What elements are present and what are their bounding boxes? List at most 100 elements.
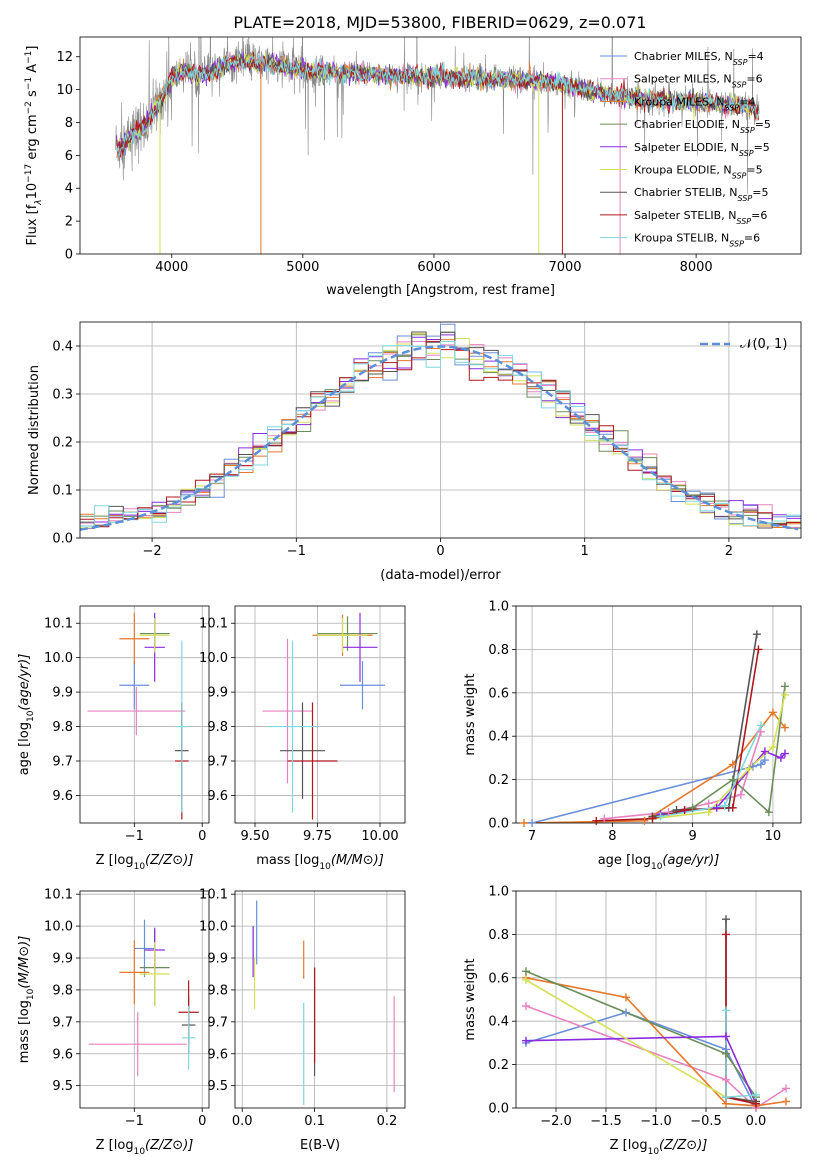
weight-marker — [720, 801, 729, 810]
spectrum-xlabel: wavelength [Angstrom, rest frame] — [326, 283, 555, 298]
legend-text: Salpeter ELODIE, N — [634, 141, 739, 154]
legend-entry: Kroupa ELODIE, NSSP=5 — [634, 164, 763, 181]
axis-label: mass [log10(M/M⊙)] — [17, 936, 36, 1064]
legend-value: =5 — [755, 118, 771, 131]
weight-marker — [782, 1097, 790, 1106]
y-tick-label: 0.4 — [488, 730, 509, 745]
weight-marker — [728, 803, 737, 812]
y-tick-label: 8 — [65, 116, 73, 131]
legend-entry: Kroupa MILES, NSSP=4 — [634, 95, 755, 112]
y-tick-label: 10.1 — [44, 888, 73, 903]
weight-marker — [680, 805, 689, 814]
residuals-xlabel: (data-model)/error — [380, 568, 501, 583]
weight-marker — [664, 808, 673, 817]
plot-area-weight_vs_Z — [516, 891, 801, 1108]
plot-area-age_vs_Z — [80, 606, 209, 823]
weight-marker — [752, 1090, 760, 1099]
weight-marker — [640, 816, 649, 825]
x-tick-label: 7 — [528, 829, 536, 844]
y-tick-label: 9.5 — [207, 1079, 228, 1094]
legend-entry: Salpeter ELODIE, NSSP=5 — [634, 141, 770, 158]
weight-marker — [768, 708, 777, 717]
y-tick-label: 4 — [65, 182, 73, 197]
plot-area-mass_vs_ebv — [235, 891, 405, 1108]
axis-label: mass [log10(M/M⊙)] — [256, 853, 384, 872]
legend-sub: SSP — [732, 80, 747, 89]
legend-sub: SSP — [736, 216, 751, 225]
spectrum-ylabel: Flux [fλ10−17 erg cm−2 s−1 A−1] — [24, 46, 44, 246]
legend-entry: Chabrier ELODIE, NSSP=5 — [634, 118, 771, 135]
ylabel-part: 10 — [25, 183, 40, 200]
axis-label: age [log10(age/yr)] — [598, 853, 720, 872]
figure-title: PLATE=2018, MJD=53800, FIBERID=0629, z=0… — [233, 13, 646, 32]
axis-label: Z [log10(Z/Z⊙)] — [610, 1138, 708, 1157]
y-tick-label: 0.0 — [488, 817, 509, 832]
x-tick-label: 2 — [725, 544, 733, 559]
plot-area-spectrum — [115, 37, 760, 254]
axes-weight_vs_Z: −2.0 −1.5 −1.0 −0.5 0.0 0.0 0.2 0.4 0.6 0.8 1.0 mas… — [463, 885, 802, 1157]
weight-marker — [722, 1032, 730, 1041]
y-tick-label: 9.7 — [207, 1015, 228, 1030]
weight-marker — [704, 799, 713, 808]
axes-frame — [234, 890, 406, 1109]
axis-label-part: age [ — [598, 853, 631, 868]
weight-marker — [600, 814, 609, 823]
legend-text: Kroupa ELODIE, N — [634, 164, 732, 177]
y-tick-label: 9.8 — [52, 983, 73, 998]
axis-label-part: mass [ — [17, 1020, 32, 1063]
weight-marker — [528, 819, 537, 827]
y-tick-label: 10.0 — [199, 651, 228, 666]
x-tick-label: 0.1 — [304, 1114, 325, 1129]
y-tick-label: 10 — [56, 83, 73, 98]
weight-series-0 — [531, 759, 766, 823]
weight-marker — [688, 803, 697, 812]
y-tick-label: 0.6 — [488, 971, 509, 986]
y-tick-label: 10.1 — [199, 888, 228, 903]
x-tick-label: 0 — [198, 1114, 206, 1129]
axis-label-part: 10 — [134, 1147, 146, 1157]
model-fit-8 — [116, 53, 759, 157]
axis-label-part: log — [17, 722, 32, 742]
x-tick-label: 1 — [581, 544, 589, 559]
y-tick-label: 10.0 — [44, 651, 73, 666]
weight-marker — [780, 690, 789, 699]
y-tick-label: 9.7 — [52, 1015, 73, 1030]
x-tick-label: 8 — [608, 829, 616, 844]
axes-mass_vs_Z: −1 09.59.69.79.89.910.010.1Z [log10(Z/Z⊙)… — [17, 888, 210, 1157]
y-tick-label: 10.1 — [199, 617, 228, 632]
plot-area-weight_vs_age — [516, 606, 801, 823]
weight-marker — [722, 1006, 730, 1015]
axes-residuals: −2 −1 0 1 2 0.0 0.1 0.2 0.3 0.4 𝒩(0, 1) (data-model… — [27, 321, 802, 583]
weight-marker — [764, 808, 773, 817]
axis-label-part: (Z/Z⊙)] — [145, 853, 193, 868]
ylabel-part: erg cm — [25, 114, 40, 163]
ebv-xlabel: E(B-V) — [300, 1138, 340, 1153]
legend-entry: Kroupa STELIB, NSSP=6 — [634, 232, 760, 249]
y-tick-label: 0.0 — [52, 532, 73, 547]
weight-marker — [722, 1049, 730, 1058]
weight-marker — [622, 993, 630, 1002]
y-tick-label: 1.0 — [488, 885, 509, 900]
y-tick-label: 1.0 — [488, 600, 509, 615]
axis-label-part: log — [114, 1138, 134, 1153]
axes-frame — [79, 321, 802, 539]
weight-marker — [728, 775, 737, 784]
axis-label-part: (Z/Z⊙)] — [145, 1138, 193, 1153]
y-tick-label: 9.9 — [52, 952, 73, 967]
axes-age_vs_Z: −1 09.69.79.89.910.010.1Z [log10(Z/Z⊙)]ag… — [17, 605, 210, 872]
weight-series-1 — [525, 1005, 787, 1108]
legend-text: Salpeter MILES, N — [634, 73, 732, 86]
weight-marker — [728, 760, 737, 769]
y-tick-label: 2 — [65, 215, 73, 230]
weight-marker — [522, 1002, 530, 1011]
y-tick-label: 10.0 — [44, 920, 73, 935]
legend-text: Salpeter STELIB, N — [634, 209, 736, 222]
y-tick-label: 9.6 — [52, 1047, 73, 1062]
axis-label: Z [log10(Z/Z⊙)] — [96, 853, 194, 872]
weight-marker — [760, 747, 769, 756]
legend-text: Kroupa STELIB, N — [634, 232, 729, 245]
y-tick-label: 0.8 — [488, 928, 509, 943]
weight-marker — [756, 721, 765, 730]
x-tick-label: 0 — [198, 829, 206, 844]
weight-marker — [748, 762, 757, 771]
